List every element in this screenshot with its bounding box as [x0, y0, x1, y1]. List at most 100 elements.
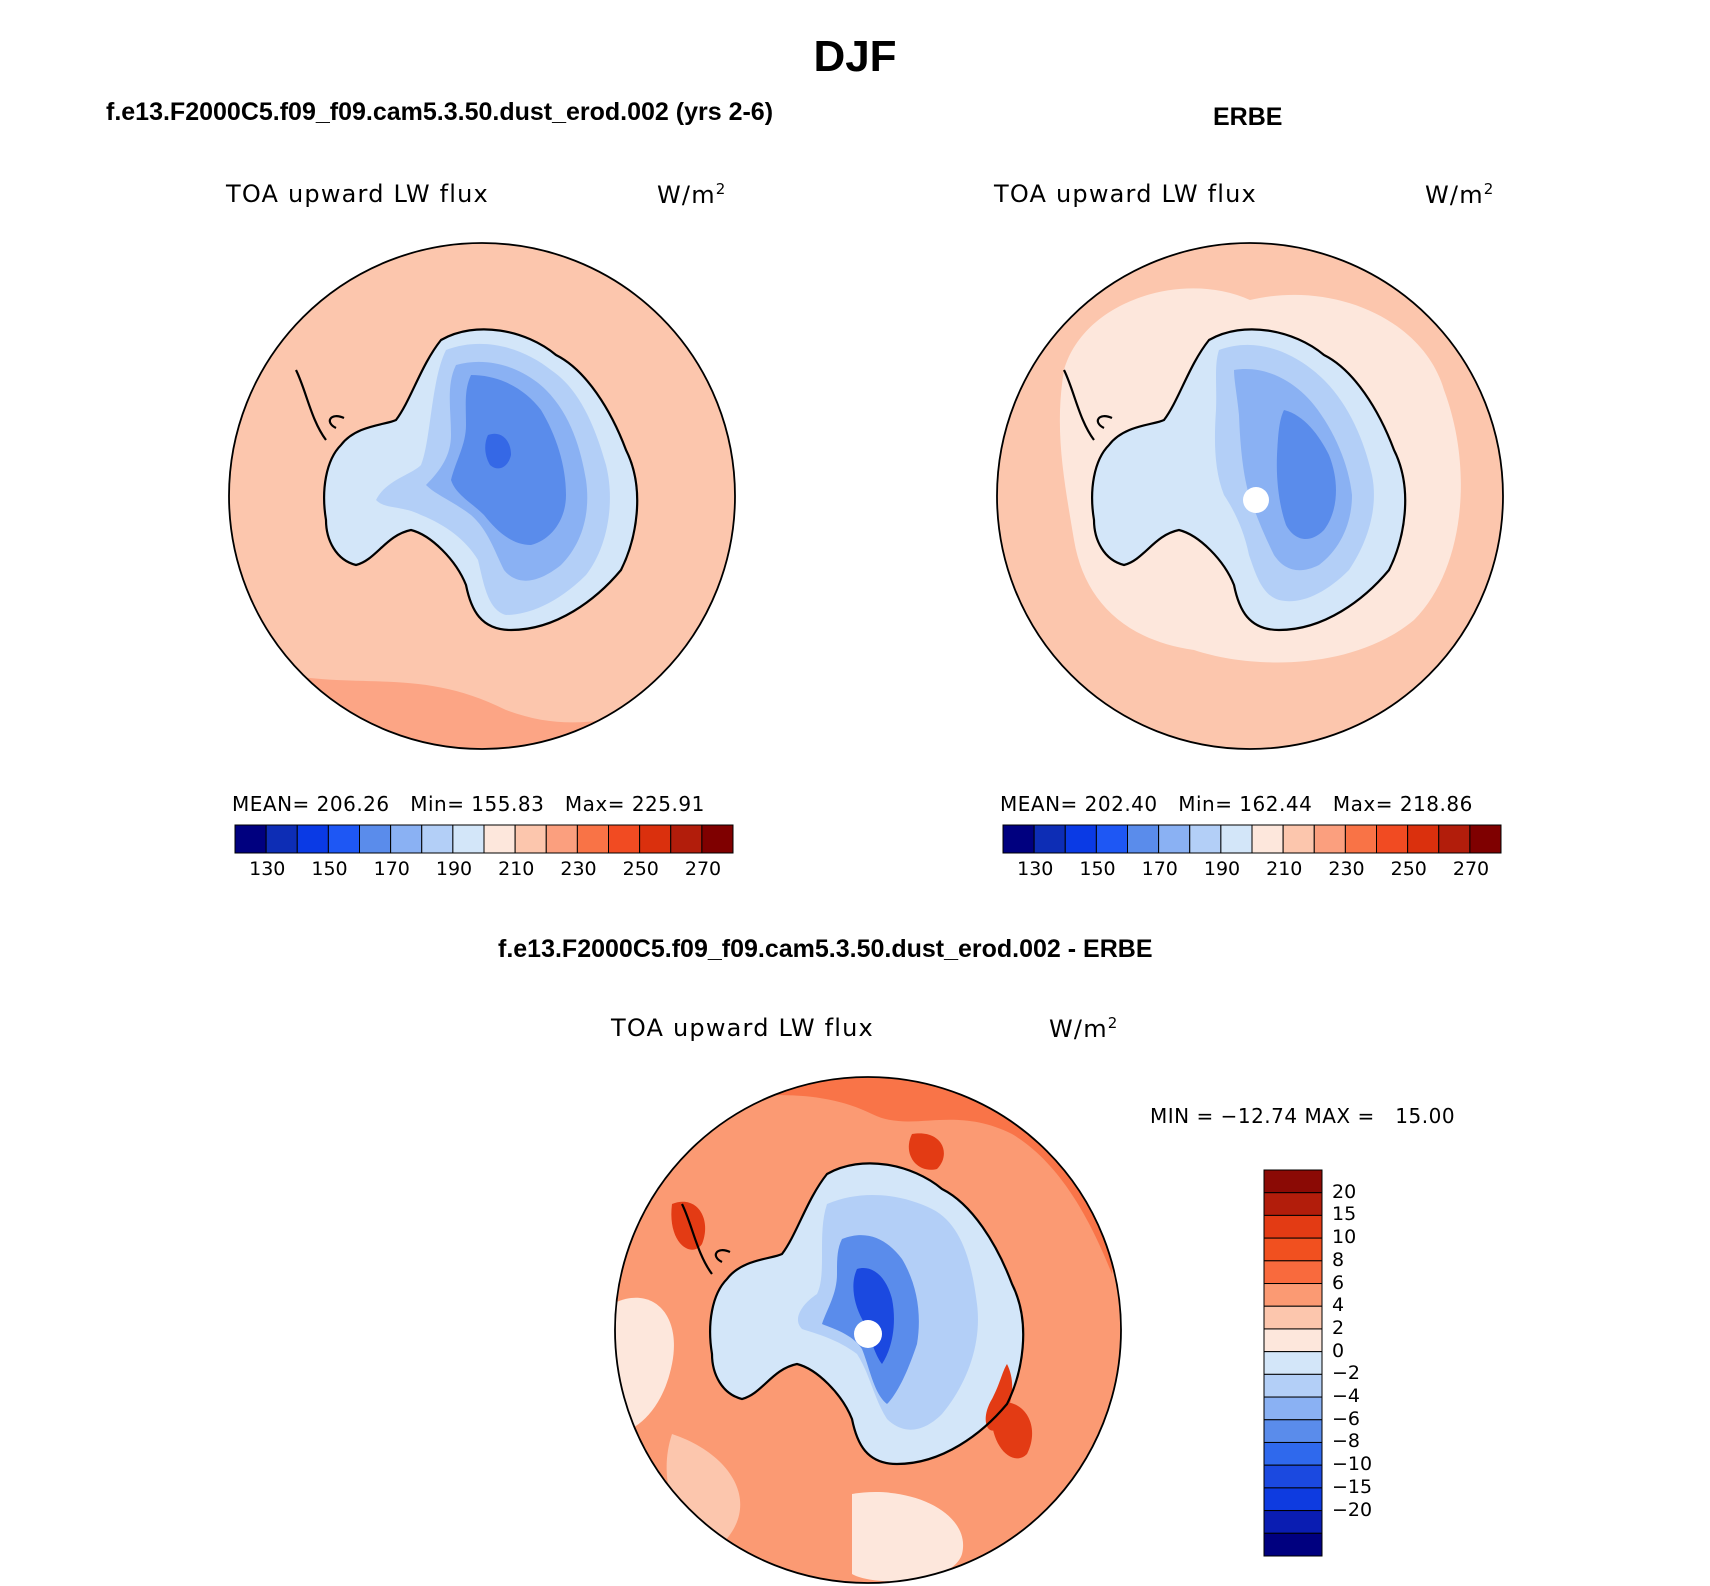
- obs-colorbar: [1002, 824, 1502, 854]
- obs-colorbar-ticks: 130 150 170 190 210 230 250 270: [1003, 858, 1501, 882]
- model-colorbar-tick-label: 190: [435, 858, 473, 880]
- model-land-level5: [485, 433, 511, 469]
- diff-variable-label: TOA upward LW flux: [611, 1014, 874, 1042]
- model-colorbar-swatch: [670, 824, 703, 854]
- obs-colorbar-swatch: [1095, 824, 1128, 854]
- model-colorbar-swatch: [701, 824, 734, 854]
- obs-land-level4: [1276, 410, 1336, 540]
- obs-colorbar-swatch: [1469, 824, 1502, 854]
- diff-missing-pole: [854, 1320, 882, 1348]
- model-polar-map: [228, 242, 736, 750]
- diff-colorbar-swatch: [1263, 1396, 1323, 1421]
- model-colorbar-swatch: [296, 824, 329, 854]
- diff-panel-title: f.e13.F2000C5.f09_f09.cam5.3.50.dust_ero…: [498, 935, 1153, 963]
- obs-colorbar-tick-label: 250: [1390, 858, 1427, 880]
- diff-colorbar-tick-label: 10: [1332, 1226, 1357, 1249]
- model-colorbar-swatch: [483, 824, 516, 854]
- diff-colorbar-swatch: [1263, 1305, 1323, 1330]
- model-colorbar-tick-label: 130: [249, 858, 286, 880]
- model-colorbar-swatch: [545, 824, 578, 854]
- model-colorbar-swatch: [421, 824, 454, 854]
- obs-colorbar-swatch: [1127, 824, 1160, 854]
- obs-colorbar-swatch: [1344, 824, 1377, 854]
- diff-colorbar-swatch: [1263, 1464, 1323, 1489]
- diff-colorbar-tick-label: 15: [1332, 1203, 1357, 1226]
- obs-coastline: [1063, 328, 1407, 632]
- model-coastline: [295, 328, 639, 632]
- diff-colorbar-swatch: [1263, 1351, 1323, 1375]
- obs-colorbar-swatch: [1376, 824, 1409, 854]
- obs-colorbar-swatch: [1282, 824, 1315, 854]
- diff-ocean-patch-pale2: [852, 1492, 964, 1582]
- diff-colorbar-tick-label: −20: [1332, 1498, 1373, 1521]
- diff-colorbar-swatch: [1263, 1487, 1323, 1512]
- diff-colorbar-tick-label: −4: [1332, 1385, 1361, 1408]
- obs-colorbar-swatch: [1002, 824, 1035, 854]
- diff-colorbar-tick-label: 6: [1332, 1271, 1345, 1294]
- obs-colorbar-swatch: [1033, 824, 1066, 854]
- obs-variable-label: TOA upward LW flux: [994, 180, 1257, 208]
- diff-colorbar-tick-label: −2: [1332, 1362, 1361, 1385]
- model-colorbar-swatch: [359, 824, 392, 854]
- diff-polar-map: [614, 1076, 1122, 1584]
- model-colorbar-tick-label: 230: [560, 858, 597, 880]
- diff-colorbar-tick-label: 4: [1332, 1294, 1345, 1317]
- obs-polar-map: [996, 242, 1504, 750]
- diff-colorbar-swatch: [1263, 1373, 1323, 1398]
- diff-colorbar-tick-label: 8: [1332, 1248, 1345, 1271]
- diff-ocean-patch-hot1: [671, 1201, 706, 1250]
- diff-stats: MIN = −12.74 MAX = 15.00: [1150, 1104, 1456, 1128]
- obs-colorbar-tick-label: 210: [1266, 858, 1303, 880]
- diff-colorbar-swatch: [1263, 1532, 1323, 1557]
- model-colorbar-swatch: [452, 824, 485, 854]
- model-colorbar-swatch: [608, 824, 641, 854]
- diff-ocean-patch-hot3: [908, 1133, 944, 1170]
- obs-colorbar-swatch: [1251, 824, 1284, 854]
- model-colorbar-swatch: [639, 824, 672, 854]
- diff-colorbar-swatch: [1263, 1169, 1323, 1194]
- model-colorbar-tick-label: 270: [684, 858, 722, 880]
- model-colorbar-swatch: [390, 824, 423, 854]
- diff-units-label: W/m2: [1049, 1014, 1119, 1043]
- obs-colorbar-swatch: [1158, 824, 1191, 854]
- model-colorbar-ticks: 130 150 170 190 210 230 250 270: [235, 858, 733, 882]
- diff-colorbar-swatch: [1263, 1214, 1323, 1239]
- model-colorbar-swatch: [327, 824, 360, 854]
- obs-colorbar-tick-label: 170: [1141, 858, 1178, 880]
- obs-colorbar-tick-label: 270: [1452, 858, 1490, 880]
- diff-coastline: [681, 1162, 1025, 1466]
- diff-colorbar-swatch: [1263, 1510, 1323, 1534]
- diff-colorbar-tick-label: 0: [1332, 1339, 1345, 1362]
- model-variable-label: TOA upward LW flux: [226, 180, 489, 208]
- model-colorbar: [234, 824, 734, 854]
- diff-colorbar-swatch: [1263, 1328, 1323, 1353]
- obs-colorbar-tick-label: 230: [1328, 858, 1365, 880]
- diff-colorbar-swatch: [1263, 1237, 1323, 1262]
- model-colorbar-swatch: [234, 824, 267, 854]
- obs-colorbar-swatch: [1438, 824, 1471, 854]
- diff-colorbar-tick-label: 2: [1332, 1316, 1345, 1339]
- model-stats: MEAN= 206.26 Min= 155.83 Max= 225.91: [232, 792, 705, 816]
- diff-coast-warm-rim: [985, 1364, 1013, 1431]
- model-colorbar-swatch: [514, 824, 547, 854]
- diff-colorbar-swatch: [1263, 1192, 1323, 1216]
- obs-stats: MEAN= 202.40 Min= 162.44 Max= 218.86: [1000, 792, 1473, 816]
- diff-colorbar-tick-label: −8: [1332, 1430, 1361, 1453]
- diff-colorbar-tick-label: −15: [1332, 1475, 1373, 1498]
- diff-ocean-patch-warm1: [615, 1077, 1121, 1274]
- diff-colorbar-tick-label: −6: [1332, 1407, 1361, 1430]
- model-units-label: W/m2: [657, 180, 727, 209]
- diff-colorbar-tick-label: 20: [1332, 1180, 1357, 1203]
- model-colorbar-swatch: [265, 824, 298, 854]
- obs-colorbar-tick-label: 190: [1203, 858, 1241, 880]
- model-colorbar-swatch: [576, 824, 609, 854]
- obs-colorbar-tick-label: 130: [1017, 858, 1054, 880]
- obs-units-label: W/m2: [1425, 180, 1495, 209]
- model-panel-title: f.e13.F2000C5.f09_f09.cam5.3.50.dust_ero…: [106, 98, 774, 126]
- diff-colorbar-tick-label: −10: [1332, 1453, 1373, 1476]
- obs-colorbar-swatch: [1189, 824, 1222, 854]
- model-colorbar-tick-label: 170: [373, 858, 410, 880]
- obs-colorbar-tick-label: 150: [1079, 858, 1116, 880]
- model-colorbar-tick-label: 210: [498, 858, 535, 880]
- diff-colorbar-swatch: [1263, 1419, 1323, 1443]
